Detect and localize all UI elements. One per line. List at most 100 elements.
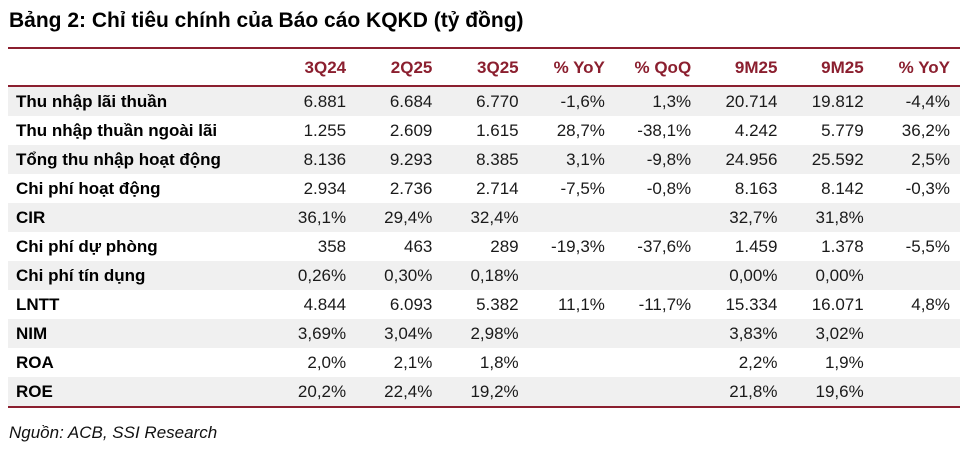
value-cell: -4,4% [905, 92, 950, 111]
table-row: Chi phí hoạt động 2.934 2.736 2.714 -7,5% -0,… [8, 174, 960, 203]
value-cell: 19,6% [815, 382, 864, 401]
value-cell: 21,8% [729, 382, 778, 401]
value-cell: 1,9% [824, 353, 864, 372]
value-cell [874, 261, 960, 290]
value-cell: 463 [404, 237, 433, 256]
value-cell: 6.684 [389, 92, 433, 111]
row-label: LNTT [16, 295, 60, 314]
row-label: CIR [16, 208, 46, 227]
row-label: Thu nhập lãi thuần [16, 92, 168, 111]
value-cell: 2,2% [738, 353, 778, 372]
value-cell: 1,8% [479, 353, 519, 372]
row-label: Chi phí dự phòng [16, 237, 158, 256]
value-cell: 24.956 [725, 150, 778, 169]
report-table: 3Q24 2Q25 3Q25 % YoY % QoQ 9M25 9M25 % YoY Thu … [8, 47, 960, 408]
value-cell: 0,30% [384, 266, 433, 285]
value-cell [874, 348, 960, 377]
value-cell: 4,8% [911, 295, 950, 314]
table-row: CIR 36,1% 29,4% 32,4% 32,7% 31,8% [8, 203, 960, 232]
value-cell: 0,26% [297, 266, 347, 285]
value-cell: 4.242 [734, 121, 778, 140]
value-cell [874, 319, 960, 348]
header-cell-3q24: 3Q24 [304, 58, 347, 77]
value-cell: 2,5% [911, 150, 950, 169]
value-cell: 3,1% [566, 150, 605, 169]
value-cell: 6.093 [389, 295, 433, 314]
value-cell: 0,18% [470, 266, 519, 285]
header-cell-yoy: % YoY [898, 58, 950, 77]
value-cell: 3,69% [297, 324, 347, 343]
value-cell: 2.934 [303, 179, 347, 198]
value-cell: 2.736 [389, 179, 433, 198]
row-label: NIM [16, 324, 48, 343]
header-cell-2q25: 2Q25 [390, 58, 433, 77]
value-cell [615, 319, 701, 348]
value-cell: 1.255 [303, 121, 347, 140]
row-label: Tổng thu nhập hoạt động [16, 150, 221, 169]
header-cell-qoq: % QoQ [634, 58, 692, 77]
value-cell: 1,3% [652, 92, 692, 111]
value-cell: 32,4% [470, 208, 519, 227]
value-cell [615, 203, 701, 232]
value-cell: 2.609 [389, 121, 433, 140]
value-cell: 22,4% [384, 382, 433, 401]
table-row: Chi phí dự phòng 358 463 289 -19,3% -37,6% 1.4… [8, 232, 960, 261]
value-cell: 28,7% [556, 121, 605, 140]
value-cell: -7,5% [560, 179, 605, 198]
value-cell: 16.071 [811, 295, 864, 314]
header-cell-9m25: 9M25 [734, 58, 778, 77]
value-cell: 8.142 [821, 179, 864, 198]
header-cell-3q25: 3Q25 [477, 58, 519, 77]
value-cell [529, 261, 615, 290]
value-cell: -9,8% [646, 150, 692, 169]
value-cell: 6.770 [476, 92, 519, 111]
value-cell: 1.459 [734, 237, 778, 256]
value-cell: 20.714 [725, 92, 778, 111]
value-cell: 15.334 [725, 295, 778, 314]
value-cell [874, 377, 960, 407]
value-cell: 11,1% [557, 295, 605, 314]
value-cell: -37,6% [637, 237, 692, 256]
value-cell: 8.385 [476, 150, 519, 169]
value-cell: 2,0% [307, 353, 347, 372]
value-cell: 289 [490, 237, 519, 256]
value-cell: 36,2% [901, 121, 950, 140]
value-cell: 4.844 [303, 295, 347, 314]
table-row: LNTT 4.844 6.093 5.382 11,1% -11,7% 15.334 16.0… [8, 290, 960, 319]
row-label: Chi phí hoạt động [16, 179, 161, 198]
value-cell: 5.382 [476, 295, 519, 314]
value-cell [615, 377, 701, 407]
value-cell: -38,1% [637, 121, 692, 140]
value-cell: 3,04% [384, 324, 433, 343]
table-row: Chi phí tín dụng 0,26% 0,30% 0,18% 0,00% 0,00… [8, 261, 960, 290]
value-cell: 2,98% [470, 324, 519, 343]
value-cell: 0,00% [815, 266, 864, 285]
header-cell-label [8, 48, 270, 86]
value-cell: 3,83% [729, 324, 778, 343]
table-body: Thu nhập lãi thuần 6.881 6.684 6.770 -1,6% 1,… [8, 86, 960, 407]
value-cell: 32,7% [729, 208, 778, 227]
value-cell: 19.812 [811, 92, 864, 111]
value-cell: 0,00% [729, 266, 778, 285]
table-row: Tổng thu nhập hoạt động 8.136 9.293 8.385 3,… [8, 145, 960, 174]
value-cell: 19,2% [470, 382, 519, 401]
table-row: Thu nhập thuần ngoài lãi 1.255 2.609 1.615 2… [8, 116, 960, 145]
source-note: Nguồn: ACB, SSI Research [9, 423, 218, 442]
header-cell-yoy: % YoY [553, 58, 605, 77]
value-cell: 5.779 [821, 121, 864, 140]
value-cell: 1.615 [476, 121, 519, 140]
value-cell [529, 319, 615, 348]
table-row: NIM 3,69% 3,04% 2,98% 3,83% 3,02% [8, 319, 960, 348]
value-cell: 2.714 [476, 179, 519, 198]
value-cell: 6.881 [303, 92, 347, 111]
value-cell: -0,3% [905, 179, 950, 198]
value-cell: 8.136 [303, 150, 347, 169]
table-row: ROA 2,0% 2,1% 1,8% 2,2% 1,9% [8, 348, 960, 377]
value-cell [529, 203, 615, 232]
value-cell [529, 348, 615, 377]
row-label: Thu nhập thuần ngoài lãi [16, 121, 218, 140]
value-cell: 1.378 [821, 237, 864, 256]
value-cell: 358 [317, 237, 347, 256]
value-cell: 31,8% [815, 208, 864, 227]
